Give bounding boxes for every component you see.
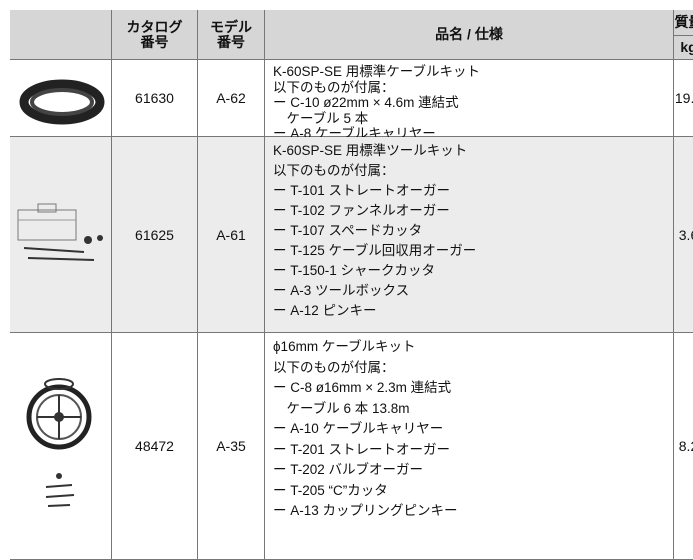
spec-line: 以下のものが付属：	[273, 358, 673, 379]
header-text: 質量	[675, 15, 693, 30]
weight: 8.2	[679, 438, 693, 454]
table-cell: A-35	[198, 333, 265, 560]
spec-line: ケーブル 6 本 13.8m	[273, 399, 673, 420]
spec-line: ー A-13 カップリングピンキー	[273, 501, 673, 522]
table-cell: 質量	[674, 10, 693, 36]
spec-line: 以下のものが付属：	[273, 161, 673, 181]
spec-line: 以下のものが付属：	[273, 80, 673, 96]
spec-line: ー T-107 スペードカッタ	[273, 221, 673, 241]
cable-reel-icon	[24, 372, 94, 522]
header-text: カタログ	[127, 20, 183, 35]
toolkit-icon	[14, 200, 110, 270]
table-cell: K-60SP-SE 用標準ツールキット以下のものが付属：ー T-101 ストレー…	[265, 137, 674, 333]
spec-line: ー T-201 ストレートオーガー	[273, 440, 673, 461]
table-cell: A-62	[198, 60, 265, 137]
table-cell: カタログ番号	[112, 10, 198, 60]
header-text: モデル	[210, 20, 252, 35]
spec-line: ー C-10 ø22mm × 4.6m 連結式	[273, 95, 673, 111]
spec-line: ー T-150-1 シャークカッタ	[273, 261, 673, 281]
table-cell: A-61	[198, 137, 265, 333]
table-cell	[10, 10, 112, 60]
spec-line: ー A-12 ピンキー	[273, 301, 673, 321]
catalog-number: 61630	[135, 90, 174, 106]
table-cell: 61630	[112, 60, 198, 137]
header-text: 番号	[217, 35, 245, 50]
table-cell: 19.5	[674, 60, 693, 137]
spec-line: ー T-101 ストレートオーガー	[273, 181, 673, 201]
model-number: A-35	[216, 438, 246, 454]
table-cell: 品名 / 仕様	[265, 10, 674, 60]
table-cell: 48472	[112, 333, 198, 560]
spec-line: ー A-3 ツールボックス	[273, 281, 673, 301]
table-cell: ϕ16mm ケーブルキット以下のものが付属：ー C-8 ø16mm × 2.3m…	[265, 333, 674, 560]
header-text: 番号	[141, 35, 169, 50]
spec-line: ー A-10 ケーブルキャリヤー	[273, 419, 673, 440]
header-text: 品名 / 仕様	[435, 27, 503, 42]
spec-line: ー T-205 “C”カッタ	[273, 481, 673, 502]
spec-line: ケーブル 5 本	[273, 111, 673, 127]
table-cell: 3.6	[674, 137, 693, 333]
catalog-number: 48472	[135, 438, 174, 454]
weight: 3.6	[679, 227, 693, 243]
model-number: A-62	[216, 90, 246, 106]
header-text: kg	[680, 40, 693, 55]
table-cell: kg	[674, 36, 693, 60]
spec-line: K-60SP-SE 用標準ツールキット	[273, 141, 673, 161]
spec-line: ー T-125 ケーブル回収用オーガー	[273, 241, 673, 261]
spec-line: ー T-102 ファンネルオーガー	[273, 201, 673, 221]
spec-line: ー C-8 ø16mm × 2.3m 連結式	[273, 378, 673, 399]
table-cell: 61625	[112, 137, 198, 333]
spec-line: ϕ16mm ケーブルキット	[273, 337, 673, 358]
spec-line: ー T-202 バルブオーガー	[273, 460, 673, 481]
weight: 19.5	[675, 90, 693, 106]
cable-icon	[18, 70, 106, 130]
table-cell: 8.2	[674, 333, 693, 560]
model-number: A-61	[216, 227, 246, 243]
table-cell: K-60SP-SE 用標準ケーブルキット以下のものが付属：ー C-10 ø22m…	[265, 60, 674, 137]
table-cell: モデル番号	[198, 10, 265, 60]
spec-line: K-60SP-SE 用標準ケーブルキット	[273, 64, 673, 80]
catalog-number: 61625	[135, 227, 174, 243]
